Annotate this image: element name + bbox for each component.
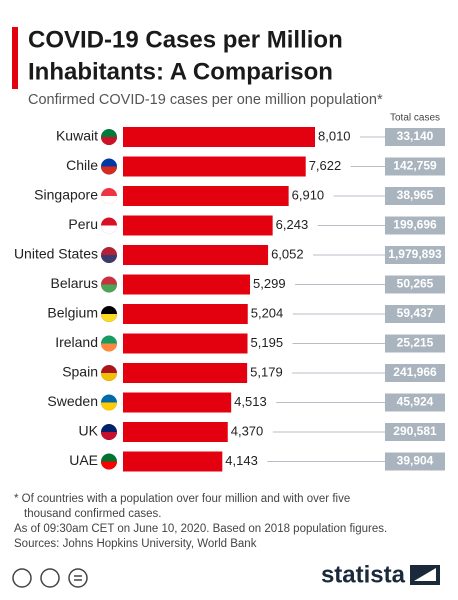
total-label: 45,924	[397, 395, 434, 409]
total-label: 38,965	[397, 188, 434, 202]
category-label: Spain	[62, 364, 98, 380]
category-label: UAE	[69, 452, 98, 468]
bar	[123, 304, 248, 324]
category-label: Sweden	[47, 393, 98, 409]
value-label: 4,370	[231, 423, 264, 438]
flag	[101, 284, 117, 293]
flag	[101, 166, 117, 175]
flag	[101, 137, 117, 145]
footnote: * Of countries with a population over fo…	[14, 493, 350, 505]
total-badge	[385, 157, 445, 176]
total-label: 142,759	[393, 159, 437, 173]
total-badge	[385, 246, 445, 264]
total-badge	[385, 452, 445, 471]
value-label: 7,622	[309, 158, 342, 173]
flag	[101, 225, 117, 234]
total-label: 39,904	[397, 454, 434, 468]
footnote: thousand confirmed cases.	[24, 508, 161, 520]
bar	[123, 333, 248, 354]
category-label: Chile	[66, 157, 98, 173]
value-label: 4,513	[234, 394, 267, 409]
chart-title: Inhabitants: A Comparison	[28, 58, 333, 85]
value-label: 5,204	[251, 305, 284, 320]
total-badge	[385, 364, 445, 382]
chart-subtitle: Confirmed COVID-19 cases per one million…	[28, 92, 383, 108]
category-label: UK	[79, 423, 99, 439]
bar	[123, 451, 223, 472]
value-label: 6,910	[292, 187, 325, 202]
total-label: 33,140	[397, 129, 434, 143]
category-label: Ireland	[55, 334, 98, 350]
total-label: 241,966	[393, 365, 437, 379]
total-badge	[385, 275, 445, 294]
value-label: 8,010	[318, 128, 351, 143]
title-accent	[12, 27, 18, 89]
bar	[123, 127, 315, 147]
brand-icon-mark	[414, 568, 436, 581]
total-cases-header: Total cases	[390, 113, 440, 124]
total-label: 1,979,893	[388, 247, 442, 261]
category-label: Belarus	[51, 275, 98, 291]
footnote: As of 09:30am CET on June 10, 2020. Base…	[14, 523, 387, 535]
total-label: 59,437	[397, 306, 434, 320]
license-icons	[12, 568, 88, 588]
total-badge	[385, 334, 445, 353]
flag	[101, 314, 117, 322]
value-label: 6,243	[276, 217, 309, 232]
value-label: 5,299	[253, 276, 286, 291]
category-label: Singapore	[34, 187, 98, 203]
total-label: 199,696	[393, 218, 437, 232]
bar	[123, 274, 251, 295]
flag	[101, 373, 117, 381]
total-badge	[385, 423, 445, 441]
bar	[123, 422, 228, 442]
flag	[101, 461, 117, 470]
bar	[123, 245, 269, 265]
total-label: 25,215	[397, 336, 434, 350]
total-badge	[385, 216, 445, 235]
bar	[123, 392, 232, 413]
bar	[123, 186, 289, 206]
total-badge	[385, 128, 445, 146]
category-label: United States	[14, 246, 98, 262]
bar	[123, 363, 248, 383]
bar	[123, 215, 273, 236]
value-label: 5,179	[250, 364, 283, 379]
category-label: Peru	[68, 216, 98, 232]
category-label: Kuwait	[56, 128, 98, 144]
flag	[101, 432, 117, 440]
total-label: 50,265	[397, 277, 434, 291]
flag	[101, 196, 117, 204]
flag	[101, 255, 117, 263]
total-badge	[385, 305, 445, 323]
brand-logo: statista	[321, 561, 406, 588]
value-label: 6,052	[271, 246, 304, 261]
total-badge	[385, 187, 445, 205]
value-label: 4,143	[225, 453, 258, 468]
total-badge	[385, 393, 445, 412]
value-label: 5,195	[251, 335, 284, 350]
flag	[101, 343, 117, 352]
bar	[123, 156, 306, 177]
flag	[101, 402, 117, 411]
total-label: 290,581	[393, 424, 437, 438]
category-label: Belgium	[47, 305, 98, 321]
chart-title: COVID-19 Cases per Million	[28, 26, 343, 53]
footnote: Sources: Johns Hopkins University, World…	[14, 538, 257, 550]
